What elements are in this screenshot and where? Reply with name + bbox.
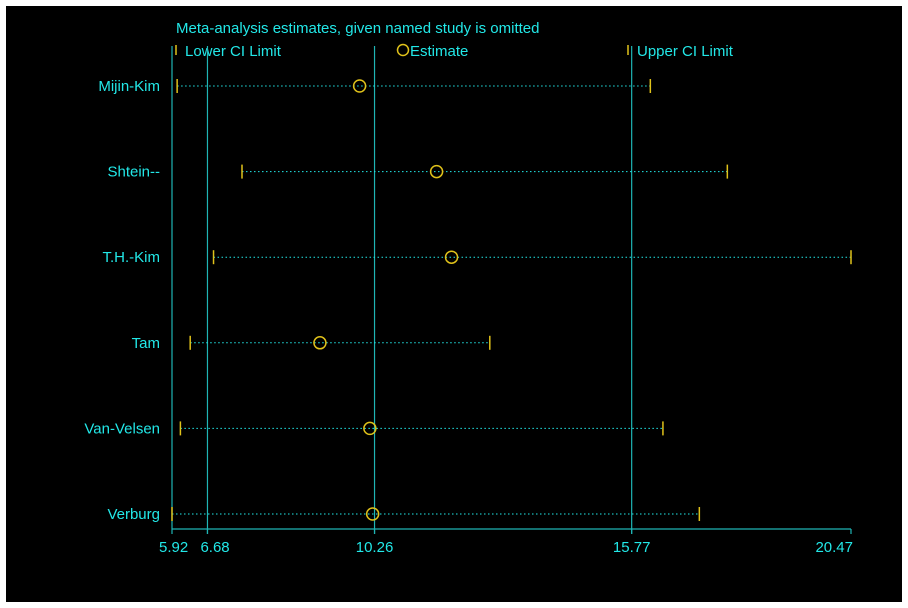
estimate-marker-1 bbox=[429, 164, 444, 179]
estimate-marker-5 bbox=[365, 507, 380, 521]
legend-label-estimate: Estimate bbox=[410, 43, 468, 60]
study-label-5: Verburg bbox=[107, 506, 160, 523]
legend-marker-estimate bbox=[396, 43, 410, 57]
plot-background: Meta-analysis estimates, given named stu… bbox=[6, 6, 902, 602]
x-tick-label-2: 10.26 bbox=[356, 539, 394, 556]
study-label-1: Shtein-- bbox=[107, 164, 160, 181]
estimate-marker-0 bbox=[352, 79, 367, 93]
x-tick-label-1: 6.68 bbox=[200, 539, 229, 556]
study-label-4: Van-Velsen bbox=[84, 420, 160, 437]
study-label-2: T.H.-Kim bbox=[103, 249, 161, 266]
legend-label-upper: Upper CI Limit bbox=[637, 43, 734, 60]
estimate-marker-2 bbox=[444, 250, 459, 264]
study-label-3: Tam bbox=[132, 335, 160, 352]
chart-title: Meta-analysis estimates, given named stu… bbox=[176, 20, 540, 37]
estimate-marker-3 bbox=[313, 336, 327, 350]
x-tick-label-3: 15.77 bbox=[613, 539, 651, 556]
legend-label-lower: Lower CI Limit bbox=[185, 43, 282, 60]
forest-plot: Meta-analysis estimates, given named stu… bbox=[84, 20, 853, 556]
study-label-0: Mijin-Kim bbox=[98, 78, 160, 95]
x-tick-label-4: 20.47 bbox=[815, 539, 853, 556]
x-tick-label-0: 5.92 bbox=[159, 539, 188, 556]
estimate-marker-4 bbox=[363, 421, 377, 436]
